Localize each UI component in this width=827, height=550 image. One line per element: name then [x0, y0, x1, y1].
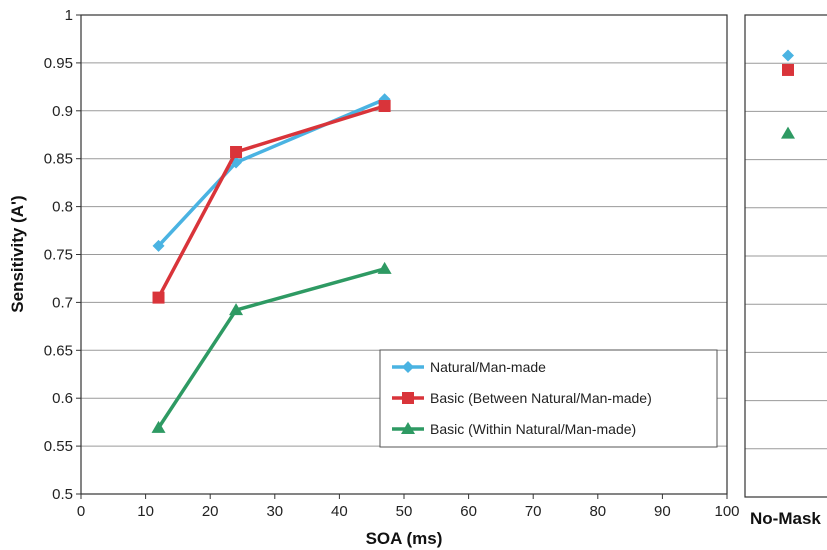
data-point-2 — [152, 291, 165, 304]
y-tick-label: 0.95 — [44, 55, 73, 72]
y-tick-label: 0.85 — [44, 151, 73, 168]
main-axis-ticks — [76, 14, 728, 499]
no-mask-markers — [781, 49, 795, 139]
no-mask-point-3 — [781, 126, 795, 139]
x-tick-label: 60 — [460, 503, 477, 520]
y-tick-label: 0.6 — [52, 390, 73, 407]
legend-marker — [402, 392, 414, 404]
y-tick-label: 1 — [65, 7, 73, 24]
no-mask-category-label: No-Mask — [750, 509, 821, 528]
y-tick-label: 0.55 — [44, 438, 73, 455]
data-point-2 — [230, 145, 243, 158]
legend-marker — [402, 361, 414, 373]
no-mask-point-2 — [782, 63, 794, 76]
no-mask-point-1 — [782, 49, 794, 62]
x-tick-label: 0 — [77, 503, 85, 520]
x-axis-title: SOA (ms) — [366, 529, 443, 548]
main-series-group — [151, 93, 392, 433]
x-tick-label: 70 — [525, 503, 542, 520]
x-tick-labels: 0 10 20 30 40 50 60 70 80 90 100 — [77, 503, 740, 520]
series-line-2 — [156, 104, 386, 299]
x-tick-label: 20 — [202, 503, 219, 520]
no-mask-gridlines — [745, 62, 827, 450]
data-point-1 — [152, 239, 165, 252]
data-point-2 — [378, 100, 391, 113]
x-tick-label: 100 — [714, 503, 739, 520]
y-axis-title: Sensitivity (A') — [8, 195, 27, 312]
data-point-3 — [151, 420, 166, 433]
y-tick-label: 0.9 — [52, 103, 73, 120]
y-tick-label: 0.7 — [52, 294, 73, 311]
data-point-3 — [229, 303, 244, 316]
main-gridlines — [81, 62, 727, 447]
x-tick-label: 10 — [137, 503, 154, 520]
y-tick-labels: 0.5 0.55 0.6 0.65 0.7 0.75 0.8 0.85 0.9 0.95 1 — [44, 7, 73, 503]
series-line-3 — [157, 267, 386, 429]
x-tick-label: 40 — [331, 503, 348, 520]
legend-label: Basic (Within Natural/Man-made) — [430, 421, 636, 437]
y-tick-label: 0.75 — [44, 247, 73, 264]
x-tick-label: 80 — [589, 503, 606, 520]
x-tick-label: 50 — [396, 503, 413, 520]
y-tick-label: 0.5 — [52, 486, 73, 503]
legend-marker — [401, 422, 415, 434]
legend: Natural/Man-made Basic (Between Natural/M… — [379, 349, 718, 448]
y-tick-label: 0.8 — [52, 199, 73, 216]
data-point-3 — [377, 261, 392, 274]
series-line-1 — [157, 97, 386, 248]
legend-box — [379, 349, 718, 448]
legend-label: Basic (Between Natural/Man-made) — [430, 390, 652, 406]
y-tick-label: 0.65 — [44, 342, 73, 359]
legend-label: Natural/Man-made — [430, 359, 546, 375]
no-mask-plot-area — [744, 14, 827, 498]
x-tick-label: 30 — [266, 503, 283, 520]
x-tick-label: 90 — [654, 503, 671, 520]
